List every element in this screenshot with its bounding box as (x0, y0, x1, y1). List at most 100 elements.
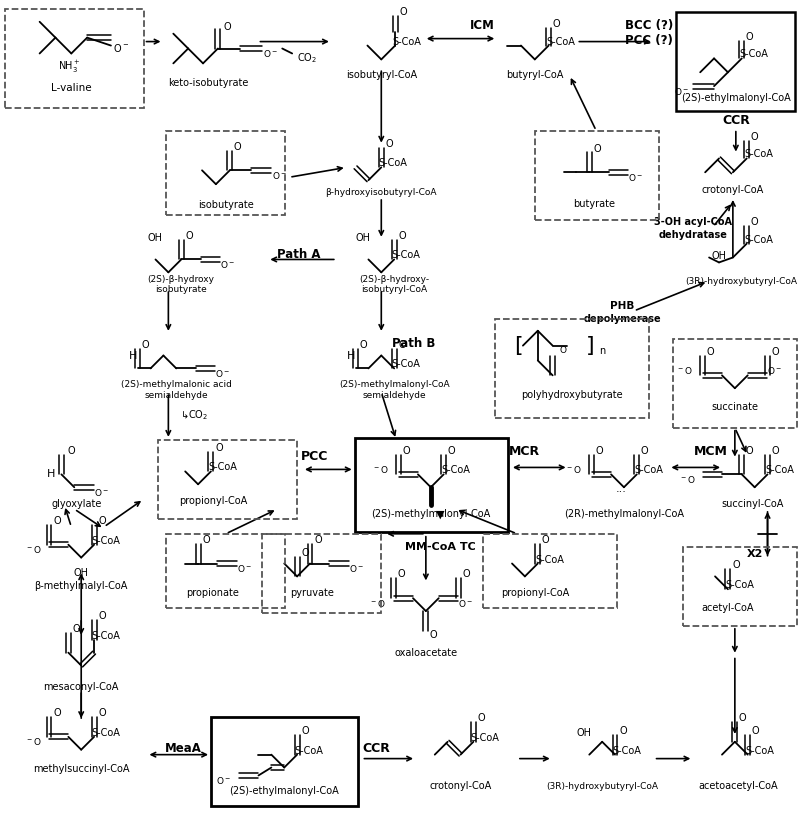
Text: S-CoA: S-CoA (441, 465, 470, 475)
Text: O: O (301, 726, 309, 736)
Text: O: O (593, 143, 601, 153)
Text: X2: X2 (747, 549, 763, 559)
Text: [: [ (514, 336, 522, 355)
Text: ICM: ICM (470, 19, 494, 32)
Text: O$^-$: O$^-$ (629, 172, 643, 183)
Text: O: O (314, 535, 322, 545)
Text: $^-$O: $^-$O (24, 544, 41, 555)
Text: ]: ] (586, 336, 595, 355)
Text: CO$_2$: CO$_2$ (297, 52, 317, 66)
Bar (483, 534, 617, 608)
Text: O: O (751, 726, 760, 736)
Text: S-CoA: S-CoA (392, 360, 420, 369)
Text: $^-$O: $^-$O (24, 736, 41, 747)
Text: O: O (542, 535, 549, 545)
Text: O: O (707, 346, 714, 356)
Text: L-valine: L-valine (51, 83, 91, 93)
Text: (2S)-β-hydroxy
isobutyrate: (2S)-β-hydroxy isobutyrate (148, 274, 215, 294)
Text: O: O (398, 569, 406, 579)
Text: O: O (68, 446, 75, 455)
Text: S-CoA: S-CoA (745, 745, 774, 756)
Text: (3R)-hydroxybutyryl-CoA: (3R)-hydroxybutyryl-CoA (546, 782, 659, 791)
Text: ▼: ▼ (436, 510, 445, 520)
Text: ↳CO$_2$: ↳CO$_2$ (180, 408, 208, 422)
Text: oxaloacetate: oxaloacetate (394, 648, 457, 658)
Text: β-methylmalyl-CoA: β-methylmalyl-CoA (35, 581, 128, 591)
Text: H: H (128, 351, 137, 360)
Text: O: O (462, 569, 469, 579)
Text: S-CoA: S-CoA (739, 49, 768, 60)
Text: O: O (751, 132, 759, 142)
Bar (5, 9, 144, 108)
Text: O$^-$: O$^-$ (217, 775, 231, 786)
Text: S-CoA: S-CoA (91, 631, 120, 640)
Text: OH: OH (356, 233, 371, 242)
Text: (3R)-hydroxybutyryl-CoA: (3R)-hydroxybutyryl-CoA (685, 277, 797, 286)
Text: pyruvate: pyruvate (290, 588, 334, 598)
Text: O: O (99, 516, 106, 526)
Text: acetyl-CoA: acetyl-CoA (701, 603, 754, 613)
Text: O$^-$: O$^-$ (221, 259, 235, 270)
Text: O$^-$: O$^-$ (768, 365, 782, 376)
Text: butyryl-CoA: butyryl-CoA (506, 70, 563, 80)
Text: S-CoA: S-CoA (91, 536, 120, 545)
Bar (263, 534, 381, 613)
Bar (684, 546, 797, 626)
Text: Path A: Path A (277, 248, 321, 261)
Text: CCR: CCR (722, 115, 750, 127)
Text: β-hydroxyisobutyryl-CoA: β-hydroxyisobutyryl-CoA (326, 188, 437, 197)
Text: n: n (599, 346, 605, 355)
Text: mesaconyl-CoA: mesaconyl-CoA (44, 682, 119, 692)
Text: O: O (553, 19, 561, 29)
Text: O$^-$: O$^-$ (674, 86, 689, 97)
Text: butyrate: butyrate (573, 199, 615, 209)
Text: keto-isobutyrate: keto-isobutyrate (168, 78, 248, 88)
Text: O: O (399, 7, 407, 17)
Bar (535, 131, 659, 219)
Text: O: O (234, 142, 242, 152)
Text: PCC: PCC (301, 450, 329, 463)
Text: O: O (99, 708, 106, 718)
Text: S-CoA: S-CoA (744, 235, 773, 245)
Text: O: O (99, 611, 106, 621)
Text: O: O (402, 446, 410, 455)
Text: O$^-$: O$^-$ (113, 42, 128, 53)
Text: MCR: MCR (509, 445, 541, 458)
Text: S-CoA: S-CoA (765, 465, 793, 475)
Text: (2S)-β-hydroxy-
isobutyryl-CoA: (2S)-β-hydroxy- isobutyryl-CoA (359, 274, 429, 294)
Text: O: O (301, 548, 309, 558)
Text: S-CoA: S-CoA (535, 554, 564, 564)
Text: O: O (53, 516, 61, 526)
Text: 3-OH acyl-CoA: 3-OH acyl-CoA (654, 217, 732, 227)
Text: S-CoA: S-CoA (634, 465, 663, 475)
Text: O: O (751, 217, 759, 227)
Text: O: O (398, 231, 406, 241)
Text: CCR: CCR (363, 742, 390, 755)
Text: S-CoA: S-CoA (393, 37, 422, 47)
Text: O: O (385, 138, 393, 148)
Text: MeaA: MeaA (165, 742, 202, 755)
Text: Path B: Path B (393, 337, 436, 351)
Text: methylsuccinyl-CoA: methylsuccinyl-CoA (33, 763, 129, 773)
Text: MCM: MCM (694, 445, 728, 458)
Text: S-CoA: S-CoA (392, 251, 420, 260)
Text: succinyl-CoA: succinyl-CoA (722, 499, 784, 509)
Text: S-CoA: S-CoA (612, 745, 642, 756)
Text: S-CoA: S-CoA (471, 733, 499, 743)
Text: (2R)-methylmalonyl-CoA: (2R)-methylmalonyl-CoA (564, 509, 684, 519)
Text: $^-$O: $^-$O (372, 464, 389, 475)
Text: S-CoA: S-CoA (208, 463, 238, 473)
Text: PHB: PHB (610, 301, 634, 311)
Text: glyoxylate: glyoxylate (51, 499, 102, 509)
Text: O: O (73, 624, 80, 634)
Text: acetoacetyl-CoA: acetoacetyl-CoA (698, 781, 777, 791)
Text: propionyl-CoA: propionyl-CoA (501, 588, 569, 598)
Text: O$^-$: O$^-$ (215, 368, 230, 379)
Bar (158, 440, 297, 519)
Text: O: O (746, 32, 754, 42)
Text: succinate: succinate (711, 402, 759, 412)
Text: OH: OH (577, 728, 591, 738)
Text: polyhydroxybutyrate: polyhydroxybutyrate (520, 390, 622, 400)
Text: O$^-$: O$^-$ (458, 598, 473, 609)
Text: O: O (53, 708, 61, 718)
